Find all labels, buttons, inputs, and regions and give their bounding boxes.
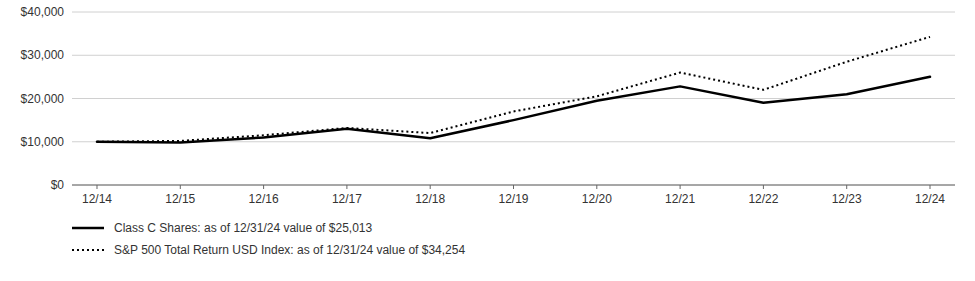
x-tick bbox=[846, 185, 847, 189]
x-tick bbox=[680, 185, 681, 189]
y-tick-label: $0 bbox=[51, 178, 65, 192]
y-tick-label: $10,000 bbox=[21, 135, 65, 149]
grid-line bbox=[72, 12, 955, 13]
x-tick-label: 12/18 bbox=[415, 192, 445, 206]
y-tick-label: $30,000 bbox=[21, 48, 65, 62]
y-tick-label: $40,000 bbox=[21, 5, 65, 19]
x-tick bbox=[513, 185, 514, 189]
x-tick-label: 12/14 bbox=[82, 192, 112, 206]
legend-swatch bbox=[72, 249, 104, 251]
x-tick-label: 12/16 bbox=[249, 192, 279, 206]
legend-label: Class C Shares: as of 12/31/24 value of … bbox=[114, 221, 372, 235]
y-tick-label: $20,000 bbox=[21, 92, 65, 106]
x-tick-label: 12/24 bbox=[915, 192, 945, 206]
grid-line bbox=[72, 55, 955, 56]
x-tick-label: 12/15 bbox=[165, 192, 195, 206]
x-tick bbox=[763, 185, 764, 189]
series-line bbox=[97, 77, 930, 143]
x-tick-label: 12/22 bbox=[748, 192, 778, 206]
legend-label: S&P 500 Total Return USD Index: as of 12… bbox=[114, 243, 465, 257]
x-tick-label: 12/17 bbox=[332, 192, 362, 206]
legend-swatch bbox=[72, 227, 104, 230]
x-tick-label: 12/23 bbox=[832, 192, 862, 206]
series-line bbox=[97, 37, 930, 142]
x-tick-label: 12/20 bbox=[582, 192, 612, 206]
x-tick-label: 12/21 bbox=[665, 192, 695, 206]
x-tick bbox=[930, 185, 931, 189]
x-tick bbox=[430, 185, 431, 189]
x-tick bbox=[596, 185, 597, 189]
x-tick bbox=[346, 185, 347, 189]
lines bbox=[97, 37, 930, 143]
x-tick-label: 12/19 bbox=[498, 192, 528, 206]
x-axis: 12/14 12/15 12/16 12/17 12/18 12/19 12/20 12/21… bbox=[82, 185, 945, 206]
x-tick bbox=[96, 185, 97, 189]
chart: $0 $10,000 $20,000 $30,000 $40,000 12/14 12/15… bbox=[0, 0, 975, 281]
x-tick bbox=[263, 185, 264, 189]
legend: Class C Shares: as of 12/31/24 value of … bbox=[72, 221, 465, 257]
y-grid: $0 $10,000 $20,000 $30,000 $40,000 bbox=[21, 5, 955, 192]
x-tick bbox=[180, 185, 181, 189]
grid-line bbox=[72, 98, 955, 99]
